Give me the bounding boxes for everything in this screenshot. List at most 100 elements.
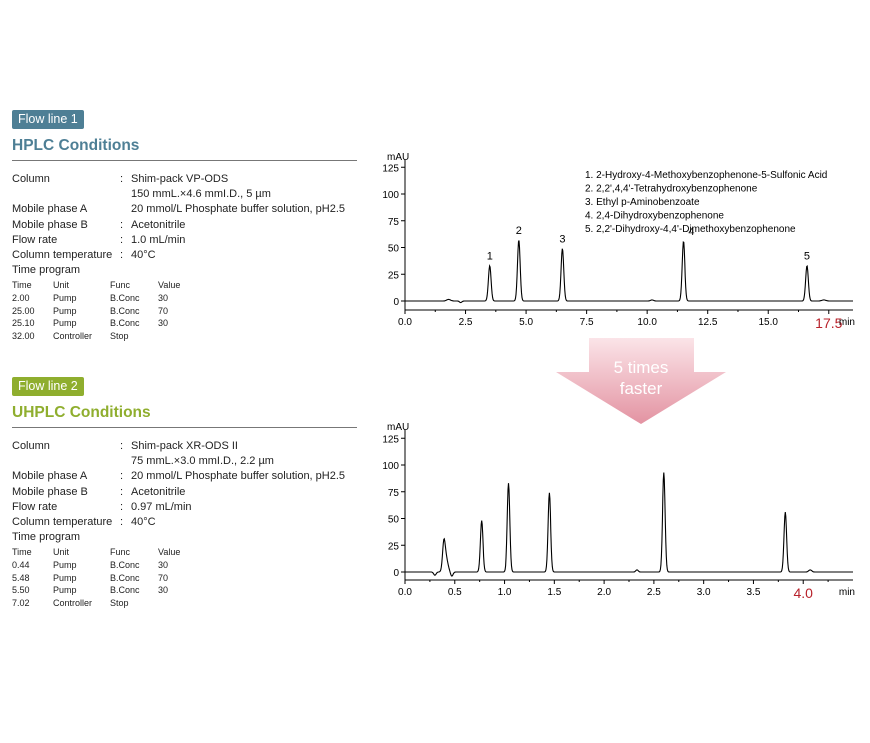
hplc-conditions-title: HPLC Conditions — [12, 137, 357, 161]
legend-entry: 3. Ethyl p-Aminobenzoate — [585, 197, 700, 208]
x-tick-label: 0.0 — [398, 587, 412, 598]
table-cell: 5.50 — [12, 585, 30, 596]
column-header: Unit — [53, 280, 70, 291]
condition-value: 150 mmL.×4.6 mmI.D., 5 µm — [131, 188, 271, 201]
table-cell: 70 — [158, 305, 169, 316]
x-tick-label: 2.5 — [647, 587, 661, 598]
table-cell: Pump — [53, 305, 77, 316]
uhplc-conditions-title: UHPLC Conditions — [12, 404, 357, 428]
table-cell: B.Conc — [110, 585, 140, 596]
condition-value: Acetonitrile — [131, 485, 186, 498]
column-header: Time — [12, 280, 32, 291]
x-tick-label: 2.0 — [597, 587, 611, 598]
x-tick-label: 3.5 — [746, 587, 760, 598]
y-tick-label: 75 — [388, 488, 400, 499]
condition-value: Shim-pack VP-ODS — [131, 173, 229, 185]
condition-label: Flow rate — [12, 233, 58, 246]
arrow-text-line2: faster — [620, 379, 663, 398]
uhplc-conditions-list: Column : Shim-pack XR-ODS II 75 mmL.×3.0… — [12, 439, 357, 530]
table-cell: Pump — [53, 318, 77, 329]
table-cell: B.Conc — [110, 293, 140, 304]
condition-row: Column temperature : 40°C — [12, 248, 357, 263]
table-cell: B.Conc — [110, 318, 140, 329]
x-tick-label-highlight: 4.0 — [793, 585, 813, 601]
hplc-conditions-panel: Flow line 1 HPLC Conditions Column : Shi… — [12, 110, 357, 342]
condition-label: Mobile phase B — [12, 218, 88, 231]
table-cell: 32.00 — [12, 330, 35, 341]
condition-row: Mobile phase A : 20 mmol/L Phosphate buf… — [12, 469, 357, 484]
column-header: Value — [158, 280, 181, 291]
table-cell: B.Conc — [110, 560, 140, 571]
condition-label: Column temperature — [12, 515, 113, 528]
legend-entry: 1. 2-Hydroxy-4-Methoxybenzophenone-5-Sul… — [585, 170, 827, 181]
table-cell: 5.48 — [12, 572, 30, 583]
x-tick-label: 1.0 — [498, 587, 512, 598]
column-header: Time — [12, 547, 32, 558]
y-tick-label: 25 — [388, 541, 400, 552]
condition-row: Mobile phase A 20 mmol/L Phosphate buffe… — [12, 202, 357, 217]
x-tick-label: 0.0 — [398, 317, 412, 328]
peak-label: 2 — [516, 225, 522, 237]
y-axis-label: mAU — [387, 422, 409, 433]
table-cell: 70 — [158, 572, 169, 583]
time-program-label: Time program — [12, 531, 81, 544]
table-cell: 25.00 — [12, 305, 35, 316]
uhplc-conditions-panel: Flow line 2 UHPLC Conditions Column : Sh… — [12, 377, 357, 609]
table-row: 25.00 Pump B.Conc 70 — [12, 304, 198, 317]
legend-entry: 2. 2,2',4,4'-Tetrahydroxybenzophenone — [585, 184, 758, 195]
table-cell: 0.44 — [12, 560, 30, 571]
condition-separator: : — [120, 248, 124, 261]
condition-row: Mobile phase B : Acetonitrile — [12, 218, 357, 233]
flow-line-1-badge: Flow line 1 — [12, 110, 84, 129]
arrow-shape — [556, 338, 726, 424]
table-cell: 2.00 — [12, 293, 30, 304]
y-tick-label: 125 — [382, 434, 399, 445]
condition-value: 1.0 mL/min — [131, 233, 186, 246]
peak-label: 1 — [487, 251, 493, 263]
time-program-header-row: Time Unit Func Value — [12, 279, 198, 292]
arrow-text-line1: 5 times — [614, 358, 669, 377]
table-cell: Pump — [53, 560, 77, 571]
table-cell: Stop — [110, 330, 129, 341]
x-tick-label: 15.0 — [759, 317, 779, 328]
condition-row-continued: 75 mmL.×3.0 mmI.D., 2.2 µm — [12, 454, 357, 469]
condition-label: Flow rate — [12, 500, 58, 513]
table-cell: Stop — [110, 597, 129, 608]
peak-label: 3 — [559, 234, 565, 246]
condition-row: Column : Shim-pack VP-ODS — [12, 172, 357, 187]
x-tick-label: 3.0 — [697, 587, 711, 598]
condition-row-continued: 150 mmL.×4.6 mmI.D., 5 µm — [12, 187, 357, 202]
condition-value: 20 mmol/L Phosphate buffer solution, pH2… — [131, 203, 346, 216]
condition-value: 75 mmL.×3.0 mmI.D., 2.2 µm — [131, 455, 274, 468]
condition-separator: : — [120, 470, 124, 483]
x-tick-label: 2.5 — [459, 317, 473, 328]
condition-value: 40°C — [131, 248, 156, 261]
table-cell: Pump — [53, 585, 77, 596]
y-tick-label: 50 — [388, 244, 400, 255]
x-tick-label: 12.5 — [698, 317, 718, 328]
table-cell: Pump — [53, 293, 77, 304]
legend-entry: 4. 2,4-Dihydroxybenzophenone — [585, 211, 724, 222]
table-cell: 30 — [158, 585, 169, 596]
y-tick-label: 25 — [388, 270, 400, 281]
column-header: Func — [110, 280, 131, 291]
x-tick-label: 7.5 — [580, 317, 594, 328]
condition-separator: : — [120, 500, 124, 513]
column-header: Unit — [53, 547, 70, 558]
column-header: Func — [110, 547, 131, 558]
table-row: 25.10 Pump B.Conc 30 — [12, 317, 198, 330]
y-tick-label: 0 — [393, 297, 399, 308]
y-tick-label: 100 — [382, 190, 399, 201]
condition-value: 0.97 mL/min — [131, 500, 192, 513]
table-row: 0.44 Pump B.Conc 30 — [12, 559, 198, 572]
x-axis-label: min — [839, 317, 855, 328]
x-tick-label: 10.0 — [637, 317, 657, 328]
x-tick-label: 5.0 — [519, 317, 533, 328]
table-cell: B.Conc — [110, 572, 140, 583]
condition-row: Flow rate : 0.97 mL/min — [12, 500, 357, 515]
condition-value: 40°C — [131, 515, 156, 528]
table-cell: 7.02 — [12, 597, 30, 608]
condition-row: Flow rate : 1.0 mL/min — [12, 233, 357, 248]
